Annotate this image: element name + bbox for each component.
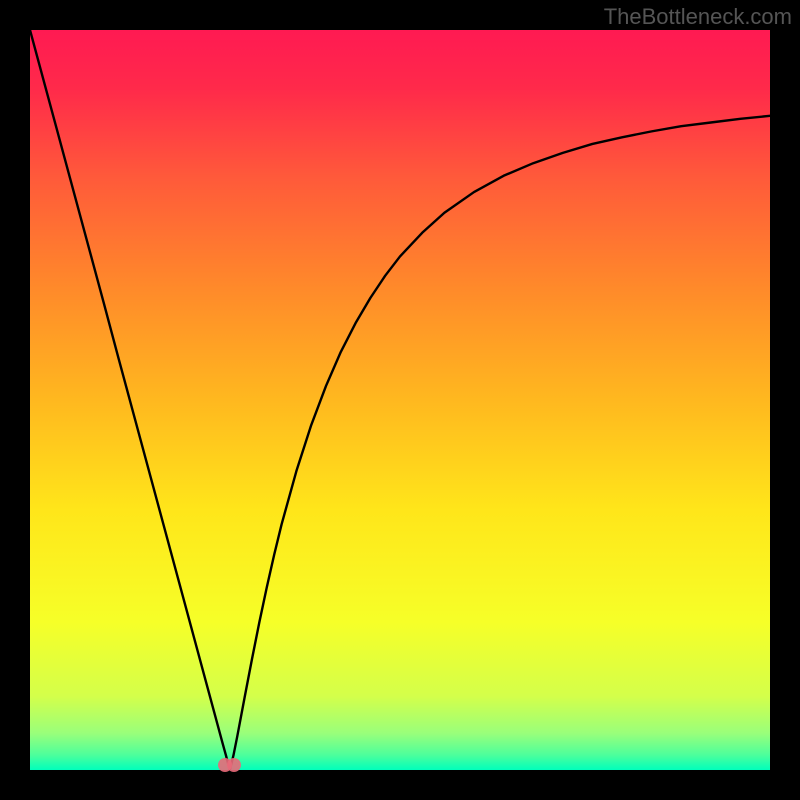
watermark-text: TheBottleneck.com: [604, 4, 792, 30]
bottleneck-curve: [30, 30, 770, 770]
curve-layer: [30, 30, 770, 770]
plot-area: [30, 30, 770, 770]
minimum-marker-1: [227, 758, 241, 772]
